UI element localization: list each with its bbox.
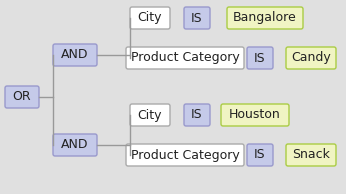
- FancyBboxPatch shape: [184, 7, 210, 29]
- Text: Product Category: Product Category: [131, 148, 239, 161]
- Text: IS: IS: [191, 11, 203, 24]
- FancyBboxPatch shape: [247, 144, 273, 166]
- FancyBboxPatch shape: [221, 104, 289, 126]
- Text: City: City: [138, 108, 162, 121]
- FancyBboxPatch shape: [5, 86, 39, 108]
- Text: AND: AND: [61, 48, 89, 61]
- FancyBboxPatch shape: [130, 7, 170, 29]
- Text: Candy: Candy: [291, 51, 331, 64]
- FancyBboxPatch shape: [247, 47, 273, 69]
- Text: Product Category: Product Category: [131, 51, 239, 64]
- Text: IS: IS: [191, 108, 203, 121]
- FancyBboxPatch shape: [184, 104, 210, 126]
- FancyBboxPatch shape: [227, 7, 303, 29]
- Text: Bangalore: Bangalore: [233, 11, 297, 24]
- FancyBboxPatch shape: [53, 44, 97, 66]
- Text: Houston: Houston: [229, 108, 281, 121]
- FancyBboxPatch shape: [286, 47, 336, 69]
- FancyBboxPatch shape: [53, 134, 97, 156]
- Text: Snack: Snack: [292, 148, 330, 161]
- Text: IS: IS: [254, 51, 266, 64]
- FancyBboxPatch shape: [130, 104, 170, 126]
- FancyBboxPatch shape: [286, 144, 336, 166]
- FancyBboxPatch shape: [126, 144, 244, 166]
- Text: OR: OR: [13, 90, 31, 104]
- Text: AND: AND: [61, 139, 89, 152]
- Text: IS: IS: [254, 148, 266, 161]
- Text: City: City: [138, 11, 162, 24]
- FancyBboxPatch shape: [126, 47, 244, 69]
